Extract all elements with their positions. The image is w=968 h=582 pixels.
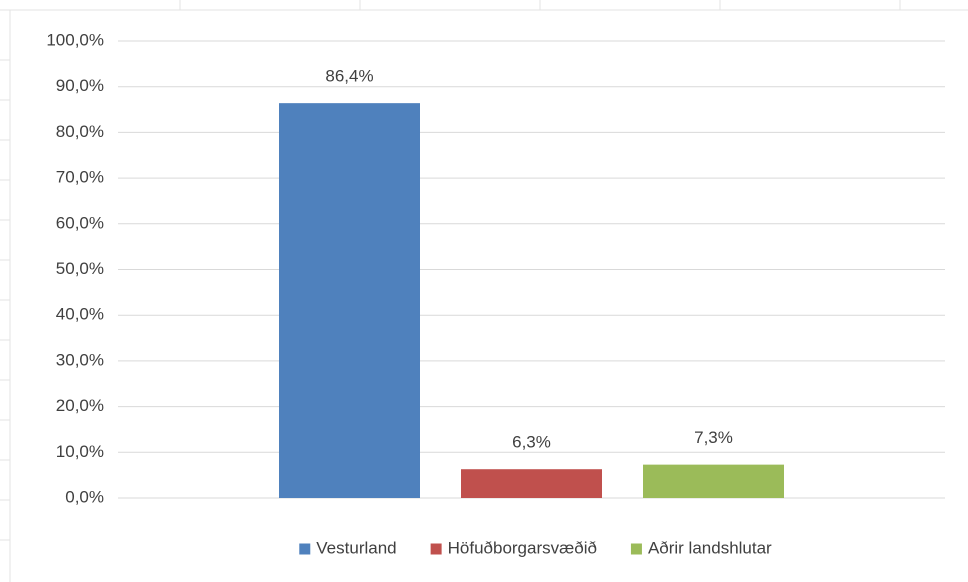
y-tick-label: 90,0% bbox=[56, 76, 104, 95]
data-label: 7,3% bbox=[694, 428, 733, 447]
legend-label: Aðrir landshlutar bbox=[648, 538, 772, 557]
data-label: 86,4% bbox=[325, 67, 373, 86]
y-tick-label: 60,0% bbox=[56, 213, 104, 232]
y-tick-label: 50,0% bbox=[56, 259, 104, 278]
legend-label: Vesturland bbox=[316, 538, 396, 557]
legend-label: Höfuðborgarsvæðið bbox=[448, 538, 597, 557]
y-tick-label: 100,0% bbox=[46, 30, 104, 49]
y-tick-label: 30,0% bbox=[56, 350, 104, 369]
y-tick-label: 10,0% bbox=[56, 442, 104, 461]
legend-swatch bbox=[299, 543, 311, 555]
y-tick-label: 0,0% bbox=[65, 487, 104, 506]
y-tick-label: 80,0% bbox=[56, 122, 104, 141]
bar bbox=[643, 464, 784, 498]
bar bbox=[461, 469, 602, 498]
legend-swatch bbox=[630, 543, 642, 555]
legend-swatch bbox=[430, 543, 442, 555]
data-label: 6,3% bbox=[512, 433, 551, 452]
y-tick-label: 70,0% bbox=[56, 168, 104, 187]
y-tick-label: 20,0% bbox=[56, 396, 104, 415]
bar bbox=[279, 103, 420, 498]
y-tick-label: 40,0% bbox=[56, 305, 104, 324]
